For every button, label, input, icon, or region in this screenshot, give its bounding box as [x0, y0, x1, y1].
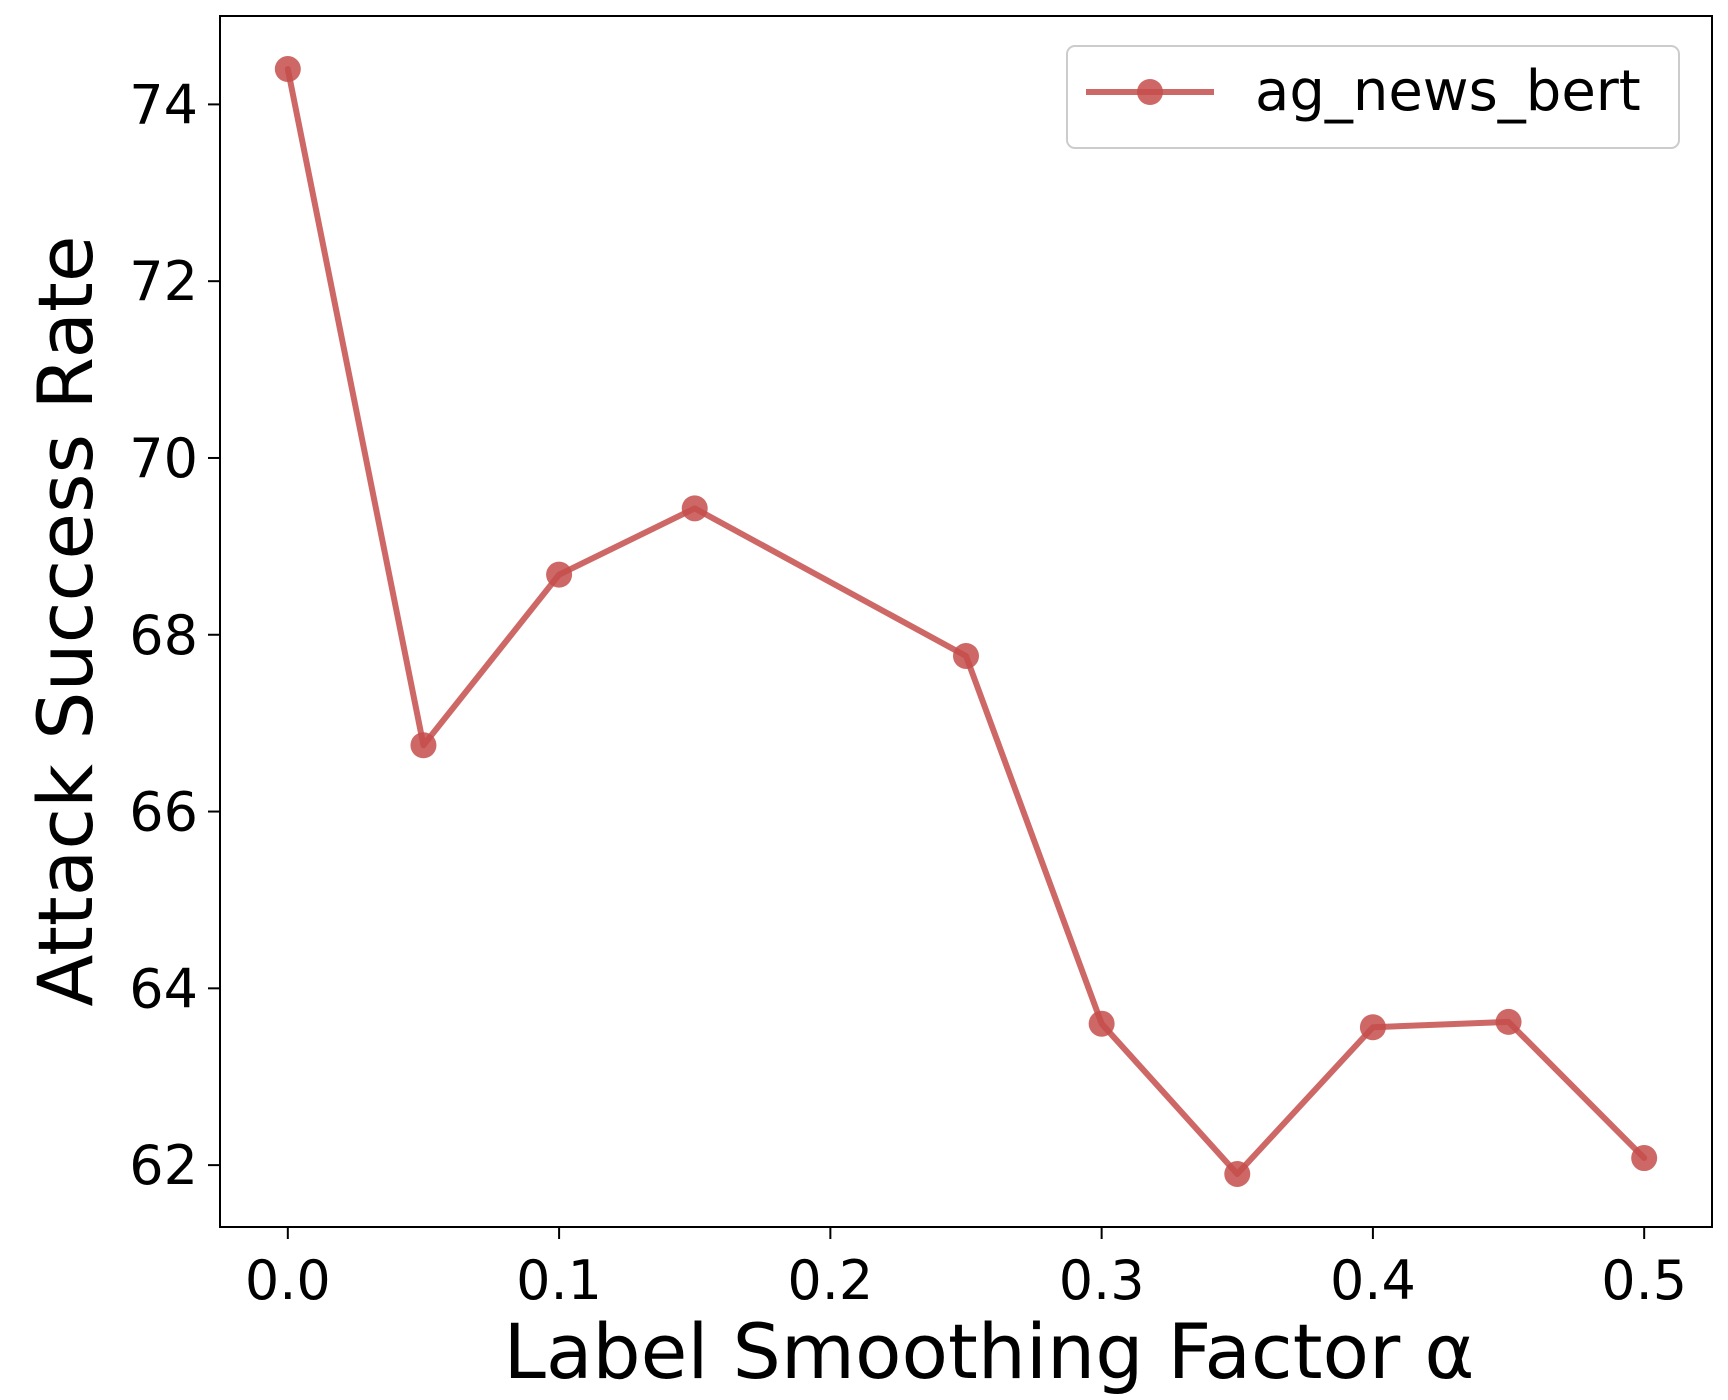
data-point	[953, 642, 979, 669]
x-tick-label: 0.0	[245, 1249, 331, 1312]
data-point	[1631, 1145, 1658, 1172]
y-tick-label: 68	[129, 604, 198, 667]
data-point	[1088, 1010, 1115, 1037]
legend-series-marker	[1137, 79, 1163, 105]
x-tick-label: 0.1	[516, 1249, 602, 1312]
y-tick-label: 72	[129, 250, 198, 313]
y-axis-label: Attack Success Rate	[21, 235, 110, 1006]
x-tick-label: 0.3	[1059, 1249, 1145, 1312]
series-layer	[274, 56, 1658, 1187]
y-tick-label: 66	[129, 781, 198, 844]
y-axis-ticks: 62 64 66 68 70 72 74	[129, 73, 220, 1197]
y-tick-label: 64	[129, 957, 198, 1020]
data-point	[1495, 1008, 1522, 1035]
data-point	[1359, 1014, 1386, 1041]
plot-frame	[219, 15, 1713, 1228]
x-axis-label: Label Smoothing Factor α	[503, 1307, 1474, 1396]
data-point	[546, 561, 573, 588]
x-axis-ticks: 0.0 0.1 0.2 0.3 0.4 0.5	[245, 1227, 1687, 1312]
y-tick-label: 74	[129, 73, 198, 136]
legend-series-label: ag_news_bert	[1255, 59, 1641, 124]
x-tick-label: 0.4	[1330, 1249, 1416, 1312]
data-point	[681, 495, 708, 522]
y-tick-label: 70	[129, 427, 198, 490]
series-line	[284, 66, 1648, 1177]
legend: ag_news_bert	[1066, 45, 1680, 149]
legend-box	[1066, 45, 1680, 149]
data-point	[274, 56, 301, 83]
y-tick-label: 62	[129, 1134, 198, 1197]
x-tick-label: 0.5	[1601, 1249, 1687, 1312]
data-point	[410, 732, 437, 759]
data-point	[1224, 1160, 1251, 1187]
x-tick-label: 0.2	[787, 1249, 873, 1312]
